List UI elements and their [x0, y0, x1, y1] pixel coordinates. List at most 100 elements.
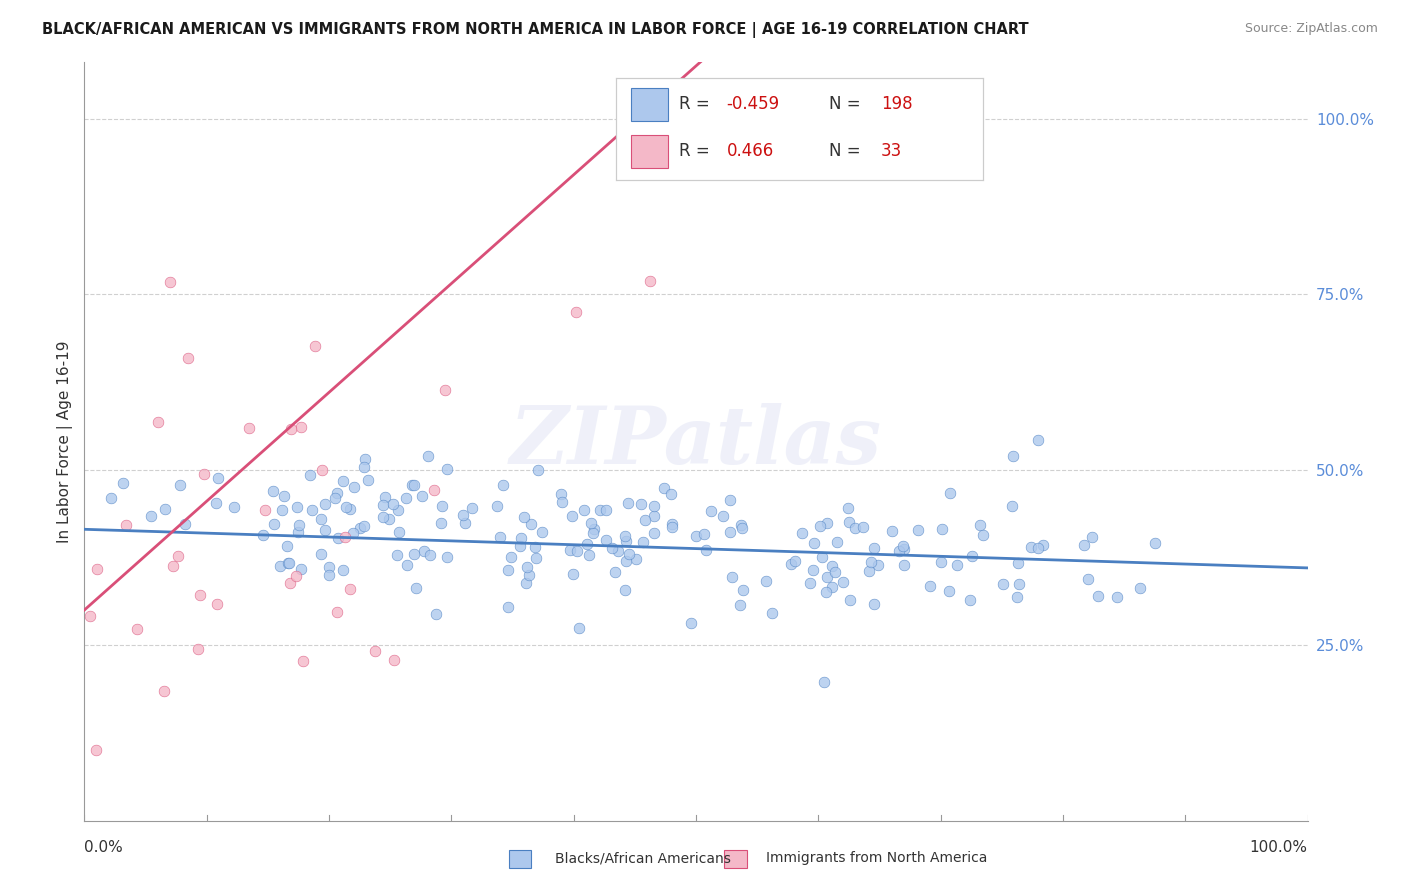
Point — [1005, 590, 1028, 604]
Point — [1087, 589, 1109, 603]
Point — [499, 550, 522, 565]
Point — [1032, 538, 1054, 552]
Point — [396, 558, 419, 573]
Point — [453, 508, 475, 522]
Point — [630, 497, 652, 511]
Point — [114, 517, 136, 532]
Point — [858, 564, 880, 578]
Text: ZIPatlas: ZIPatlas — [510, 403, 882, 480]
Point — [207, 470, 229, 484]
Point — [693, 527, 716, 541]
Point — [280, 422, 302, 436]
Point — [938, 584, 960, 599]
Point — [803, 536, 825, 550]
Point — [326, 606, 349, 620]
Text: 0.0%: 0.0% — [84, 839, 124, 855]
Point — [616, 554, 638, 568]
Point — [273, 489, 295, 503]
Point — [382, 497, 405, 511]
Point — [287, 500, 309, 514]
Point — [891, 539, 914, 553]
Point — [600, 541, 623, 555]
Point — [1026, 541, 1049, 555]
Point — [530, 525, 553, 540]
Point — [402, 547, 425, 561]
Point — [162, 559, 184, 574]
Point — [285, 569, 308, 583]
Point — [436, 549, 458, 564]
Point — [595, 533, 617, 547]
Point — [146, 415, 169, 429]
Point — [1007, 556, 1029, 570]
Point — [860, 555, 883, 569]
Point — [661, 517, 683, 532]
Point — [326, 485, 349, 500]
Point — [314, 524, 336, 538]
Point — [371, 510, 394, 524]
Point — [681, 615, 703, 630]
Point — [551, 495, 574, 509]
Point — [685, 529, 707, 543]
Point — [808, 518, 831, 533]
Point — [411, 489, 433, 503]
Point — [278, 575, 301, 590]
Point — [343, 480, 366, 494]
Point — [254, 503, 277, 517]
Point — [695, 543, 717, 558]
Point — [572, 502, 595, 516]
Point — [564, 305, 586, 319]
Point — [582, 522, 605, 536]
Text: Immigrants from North America: Immigrants from North America — [766, 851, 987, 865]
Text: Blacks/African Americans: Blacks/African Americans — [555, 851, 731, 865]
Point — [382, 652, 405, 666]
Point — [579, 516, 602, 531]
Point — [1001, 499, 1024, 513]
Point — [326, 531, 349, 545]
Point — [603, 566, 626, 580]
Point — [815, 516, 838, 531]
Point — [827, 535, 849, 549]
Point — [939, 485, 962, 500]
Point — [387, 503, 409, 517]
Point — [524, 540, 547, 554]
Point — [844, 521, 866, 535]
Point — [643, 525, 665, 540]
Point — [1129, 581, 1152, 595]
Point — [613, 529, 636, 543]
Point — [454, 516, 477, 530]
Point — [799, 576, 821, 591]
Point — [929, 555, 952, 569]
Point — [1144, 535, 1167, 549]
Point — [262, 483, 284, 498]
Point — [373, 498, 395, 512]
Point — [801, 563, 824, 577]
Point — [614, 533, 637, 548]
Point — [633, 512, 655, 526]
Point — [868, 558, 890, 572]
Point — [332, 475, 354, 489]
Point — [785, 554, 807, 568]
Point — [291, 654, 314, 668]
Point — [851, 519, 873, 533]
Point — [252, 527, 274, 541]
Point — [429, 516, 451, 530]
Point — [153, 684, 176, 698]
Point — [492, 478, 515, 492]
Point — [353, 518, 375, 533]
Point — [193, 467, 215, 482]
Point — [318, 560, 340, 574]
Point — [838, 516, 860, 530]
Point — [1105, 590, 1128, 604]
Point — [509, 531, 531, 545]
Point — [780, 557, 803, 571]
Point — [301, 503, 323, 517]
Point — [576, 537, 599, 551]
Point — [813, 675, 835, 690]
Point — [311, 462, 333, 476]
Point — [969, 518, 991, 533]
Point — [991, 577, 1014, 591]
Point — [159, 276, 181, 290]
Point — [79, 609, 101, 624]
Point — [404, 478, 426, 492]
Point — [509, 539, 531, 553]
